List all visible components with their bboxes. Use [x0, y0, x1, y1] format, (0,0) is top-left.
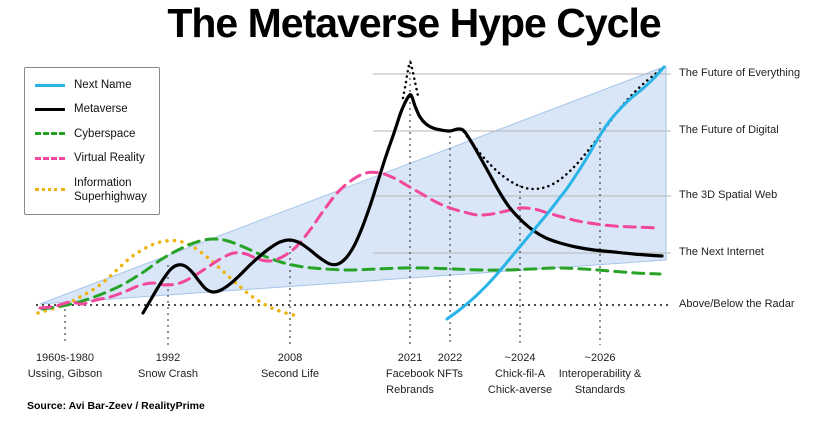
milestone-year: 2008: [277, 352, 303, 364]
series-metaverse-future-projection-line: [462, 66, 665, 191]
legend-label: Next Name: [74, 79, 132, 91]
milestone-label-4: 2022 NFTs: [390, 351, 510, 383]
milestone-label-1: 1992 Snow Crash: [108, 351, 228, 383]
y-axis-label-3: The Next Internet: [679, 246, 764, 258]
milestone-event: Standards: [574, 383, 626, 396]
chart-title: The Metaverse Hype Cycle: [167, 0, 661, 46]
milestone-event: Interoperability &: [558, 367, 642, 380]
legend-label: Information Superhighway: [74, 176, 147, 203]
milestone-label-6: ~2026 Interoperability & Standards: [540, 351, 660, 399]
series-cyberspace-line: [40, 237, 662, 311]
legend: Next Name Metaverse Cyberspace Virtual Real…: [24, 67, 160, 216]
milestone-year: ~2026: [584, 352, 616, 364]
milestone-event: Ussing, Gibson: [27, 367, 103, 380]
legend-line-sample: [35, 132, 65, 136]
milestone-label-5: ~2024 Chick-fil-A Chick-averse: [460, 351, 580, 399]
milestone-year: 1960s-1980: [35, 352, 95, 364]
milestone-year: ~2024: [504, 352, 536, 364]
source-credit: Source: Avi Bar-Zeev / RealityPrime: [27, 400, 205, 412]
milestone-year: 1992: [155, 352, 181, 364]
legend-item-information-superhighway: Information Superhighway: [35, 176, 147, 205]
legend-item-virtual-reality: Virtual Reality: [35, 151, 147, 165]
legend-line-sample: [35, 108, 65, 112]
legend-line-sample: [35, 83, 65, 87]
series-metaverse-line: [141, 93, 664, 315]
legend-item-next-name: Next Name: [35, 78, 147, 92]
y-axis-label-2: The 3D Spatial Web: [679, 189, 778, 201]
milestone-label-0: 1960s-1980 Ussing, Gibson: [5, 351, 125, 383]
milestone-event: Snow Crash: [138, 367, 198, 380]
milestone-event: Chick-fil-A: [494, 367, 546, 380]
legend-line-sample: [35, 156, 65, 160]
milestone-event: Rebrands: [386, 383, 434, 396]
milestone-label-2: 2008 Second Life: [230, 351, 350, 383]
milestone-event: Chick-averse: [487, 383, 553, 396]
series-next-name-line: [445, 65, 666, 321]
milestone-year: 2022: [437, 352, 463, 364]
series-virtual-reality-line: [38, 170, 662, 310]
y-axis-label-1: The Future of Digital: [679, 124, 779, 136]
legend-item-metaverse: Metaverse: [35, 102, 147, 116]
milestone-event: Facebook: [385, 367, 435, 380]
legend-label: Metaverse: [74, 103, 128, 116]
y-axis-label-0: The Future of Everything: [679, 67, 801, 79]
legend-label: Cyberspace: [74, 127, 136, 140]
series-information-superhighway-line: [36, 238, 300, 318]
y-axis-label-4: Above/Below the Radar: [679, 298, 795, 310]
milestone-event: Second Life: [260, 367, 320, 380]
milestone-event: NFTs: [437, 367, 463, 380]
legend-item-cyberspace: Cyberspace: [35, 127, 147, 141]
legend-line-sample: [35, 188, 65, 192]
hype-cone: [39, 65, 667, 305]
milestone-year: 2021: [397, 352, 423, 364]
legend-label: Virtual Reality: [74, 152, 145, 165]
milestone-label-3: 2021 Facebook Rebrands: [350, 351, 470, 399]
series-metaverse-peak-projection-line: [401, 60, 420, 100]
